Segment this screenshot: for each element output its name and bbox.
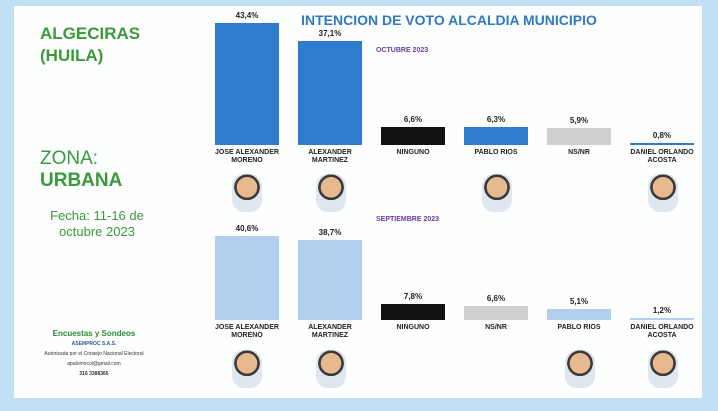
bar [547, 128, 611, 145]
authorization: Autorizada por el Consejo Nacional Elect… [24, 349, 164, 359]
value-label: 37,1% [298, 29, 362, 38]
value-label: 7,8% [381, 292, 445, 301]
category-label: NINGUNO [375, 324, 451, 332]
bar [215, 236, 279, 320]
photo [648, 174, 678, 212]
value-label: 40,6% [215, 224, 279, 233]
phone: 316 3388365 [24, 369, 164, 379]
photo [648, 350, 678, 388]
region: (HUILA) [40, 46, 103, 66]
photo [232, 350, 262, 388]
value-label: 5,1% [547, 297, 611, 306]
category-label: PABLO RIOS [541, 324, 617, 332]
bar [381, 304, 445, 320]
category-label: ALEXANDER MARTINEZ [292, 324, 368, 340]
photo [316, 350, 346, 388]
bar [547, 309, 611, 320]
photo [316, 174, 346, 212]
photo [565, 350, 595, 388]
bar [464, 127, 528, 145]
subtitle: SEPTIEMBRE 2023 [376, 216, 439, 223]
value-label: 5,9% [547, 116, 611, 125]
category-label: DANIEL ORLANDO ACOSTA [624, 149, 700, 165]
category-label: NS/NR [458, 324, 534, 332]
bar [298, 240, 362, 320]
value-label: 0,8% [630, 131, 694, 140]
zone: URBANA [40, 170, 122, 192]
category-label: JOSE ALEXANDER MORENO [209, 324, 285, 340]
date: Fecha: 11-16 de octubre 2023 [42, 208, 152, 240]
category-label: DANIEL ORLANDO ACOSTA [624, 324, 700, 340]
title: INTENCION DE VOTO ALCALDIA MUNICIPIO [214, 12, 684, 28]
subtitle: OCTUBRE 2023 [376, 47, 428, 54]
value-label: 6,6% [464, 294, 528, 303]
photo [232, 174, 262, 212]
bar [215, 23, 279, 145]
bar [464, 306, 528, 320]
category-label: JOSE ALEXANDER MORENO [209, 149, 285, 165]
email: apalomocol@gmail.com [24, 359, 164, 369]
bar [381, 127, 445, 145]
photo [482, 174, 512, 212]
value-label: 6,3% [464, 115, 528, 124]
company: ASEMPROC S.A.S. [24, 339, 164, 349]
page: {"sidebar": {"place": "ALGECIRAS", "regi… [0, 0, 718, 411]
value-label: 38,7% [298, 228, 362, 237]
value-label: 43,4% [215, 11, 279, 20]
card: ALGECIRAS (HUILA) ZONA: URBANA Fecha: 11… [14, 6, 702, 398]
category-label: ALEXANDER MARTINEZ [292, 149, 368, 165]
value-label: 6,6% [381, 115, 445, 124]
place: ALGECIRAS [40, 24, 140, 44]
category-label: NS/NR [541, 149, 617, 157]
pollster: Encuestas y Sondeos [24, 329, 164, 339]
zone-label: ZONA: [40, 148, 98, 170]
category-label: PABLO RIOS [458, 149, 534, 157]
value-label: 1,2% [630, 306, 694, 315]
category-label: NINGUNO [375, 149, 451, 157]
bar [630, 143, 694, 145]
bar [298, 41, 362, 145]
credits: Encuestas y Sondeos ASEMPROC S.A.S. Auto… [24, 329, 164, 379]
bar [630, 318, 694, 320]
